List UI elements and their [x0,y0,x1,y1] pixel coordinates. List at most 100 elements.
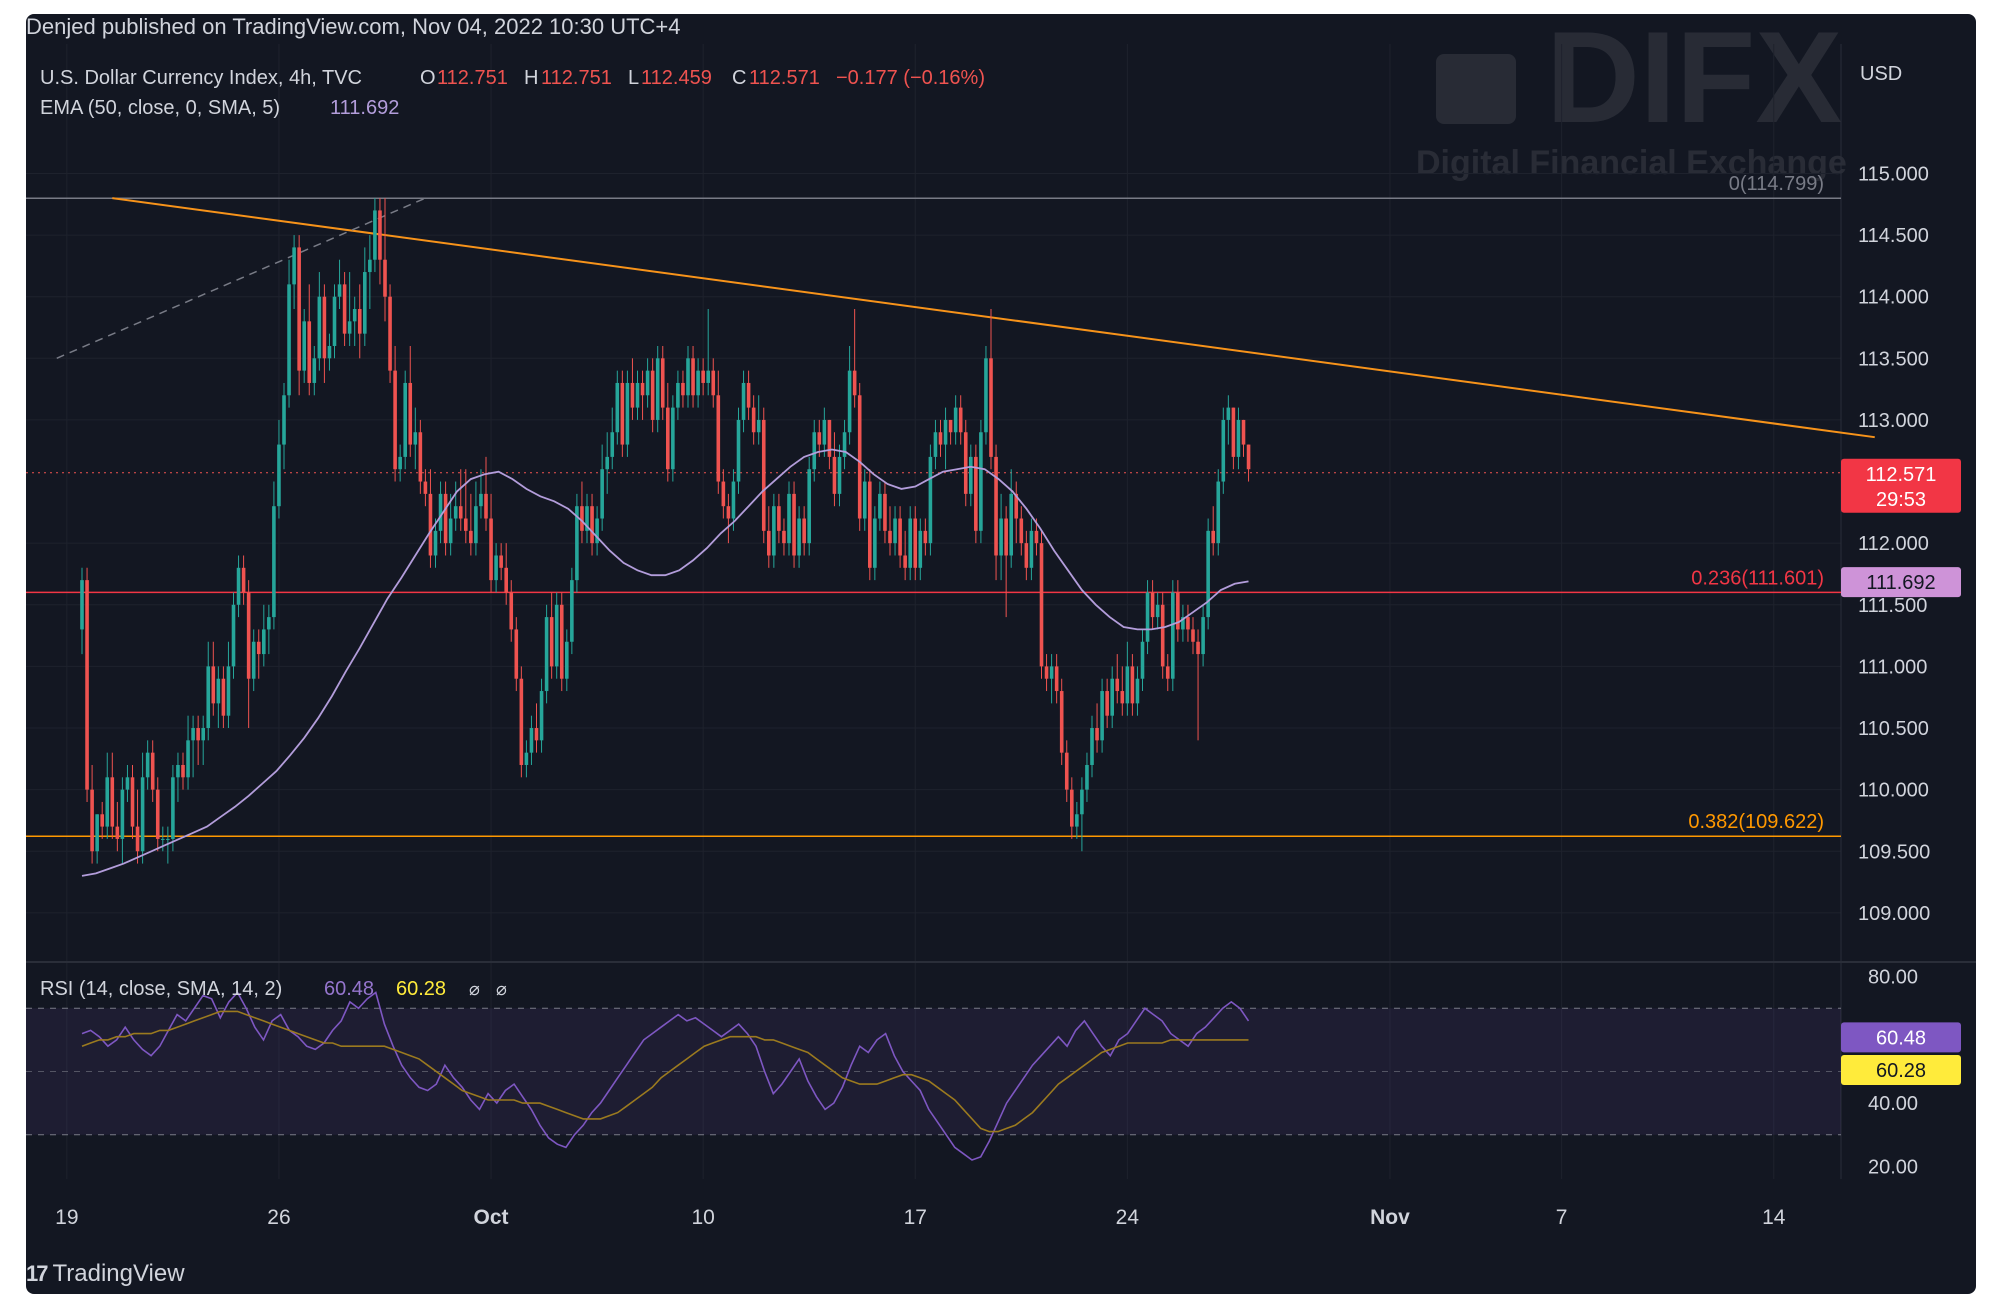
time-tick-label: 7 [1556,1206,1568,1229]
candle-body [1216,481,1221,544]
candle-body [347,321,352,334]
candle-body [251,641,256,679]
candle-body [1095,728,1099,741]
candle-body [1155,604,1160,618]
price-tick-label: 109.000 [1858,903,1930,925]
time-tick-label: 17 [904,1206,927,1229]
candle-body [842,432,847,457]
ohlc-o-value: 112.751 [437,67,508,89]
candle-body [453,506,458,519]
candle-body [1160,604,1165,667]
candle-body [105,777,110,827]
time-tick-label: Nov [1370,1206,1410,1229]
candle-body [272,506,276,618]
candle-body [1090,728,1094,765]
candle-body [953,407,958,433]
candle-body [423,481,428,494]
candle-body [236,567,241,605]
last-price-tag-bg [1841,458,1961,513]
candle-body [241,567,246,593]
candle-body [443,493,448,544]
candle-body [655,358,660,420]
candle-body [878,493,882,519]
candle-body [474,506,478,544]
candle-body [797,518,801,556]
candle-body [1110,678,1114,716]
candle-body [1029,530,1034,568]
candle-body [1150,592,1155,618]
rsi-ma-value-tag-text: 60.28 [1876,1060,1926,1082]
candle-body [317,296,322,359]
candle-body [186,740,190,778]
candle-body [529,728,534,753]
watermark-subtitle: Digital Financial Exchange [1416,144,1847,182]
candle-body [862,481,867,519]
candle-body [1054,666,1059,692]
candle-body [438,493,443,531]
ohlc-h-value: 112.751 [541,67,612,89]
candle-body [630,382,635,408]
candle-body [600,469,604,519]
candle-body [767,530,771,556]
candle-body [464,518,468,531]
candle-body [1075,814,1079,827]
candle-body [216,678,221,704]
candle-body [923,530,928,544]
candle-body [1241,419,1246,445]
candle-body [958,407,963,433]
candle-body [666,407,670,470]
candle-body [1186,617,1190,630]
candle-body [1125,666,1130,704]
candle-body [292,247,296,285]
candle-body [711,370,716,396]
time-tick-label: Oct [474,1206,509,1229]
candle-body [898,518,902,556]
candle-body [504,567,508,593]
candle-body [1059,691,1064,753]
candle-body [873,518,877,568]
candle-body [681,382,685,396]
rsi-tick-label: 40.00 [1868,1093,1918,1115]
candle-body [635,382,640,408]
chart-panel[interactable]: DIFX Digital Financial Exchange 0(114.79… [26,14,1976,1294]
candle-body [731,481,736,519]
candle-body [514,629,519,679]
price-tick-label: 112.000 [1858,533,1929,555]
candle-body [913,518,918,568]
rsi-line [81,991,1250,1161]
ohlc-legend: O 112.751 H 112.751 L 112.459 C 112.571 … [420,67,985,89]
candle-body [554,604,559,667]
candle-body [1165,666,1170,679]
footer[interactable]: 17 TradingView [26,1260,185,1288]
candle-body [868,481,872,568]
candle-body [221,678,226,716]
candle-body [615,382,620,433]
ema-price-tag-text: 111.692 [1866,572,1935,594]
candle-body [337,284,342,297]
candle-body [989,358,993,457]
candle-body [246,592,251,679]
fib-level-label: 0(114.799) [1729,173,1824,195]
fib-level-label: 0.382(109.622) [1688,811,1824,833]
candle-body [494,555,498,581]
candle-body [620,382,625,445]
candle-body [408,382,413,445]
candle-body [1100,691,1104,741]
trendlines [56,197,1875,439]
candle-body [1039,543,1044,667]
candle-body [458,506,463,519]
candle-body [847,370,852,433]
chart-svg[interactable]: DIFX Digital Financial Exchange 0(114.79… [26,14,1976,1294]
candle-body [448,518,453,544]
candle-body [1171,592,1175,679]
candle-body [383,259,387,297]
candle-body [938,432,943,445]
candle-body [155,789,160,839]
candle-body [398,456,402,470]
candle-body [1019,518,1024,544]
candle-body [1191,629,1195,642]
candle-body [120,789,125,839]
candle-body [640,382,645,396]
candle-body [772,506,776,556]
